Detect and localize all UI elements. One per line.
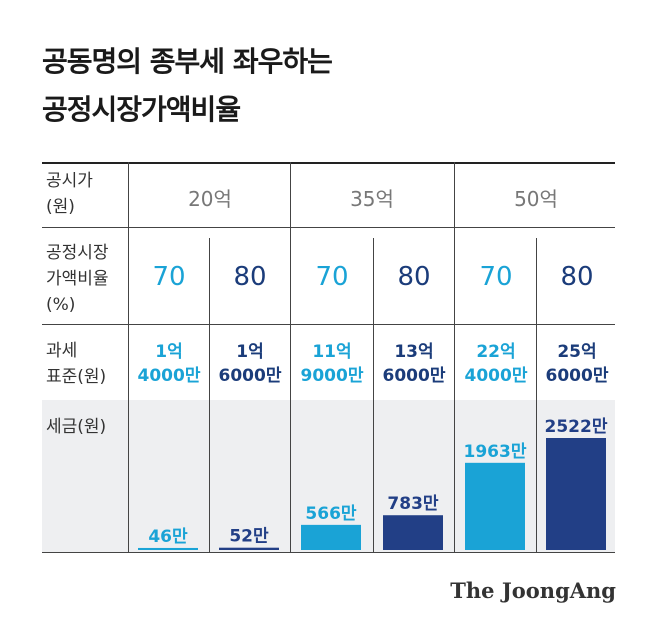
- bar-value-label: 566만: [305, 504, 356, 524]
- bar-35억 80%: [383, 515, 443, 550]
- publisher-logo: The JoongAng: [450, 578, 616, 603]
- bar-value-label: 46만: [148, 527, 188, 547]
- ratio-cell: 70: [479, 262, 513, 292]
- label-column-divider: [128, 162, 129, 552]
- base-cell: 11억 9000만: [300, 342, 364, 386]
- base-cell: 13억 6000만: [382, 342, 446, 386]
- ratio-cell: 70: [152, 262, 186, 292]
- bar-value-label: 1963만: [464, 442, 527, 462]
- table-bottom-rule: [42, 552, 615, 553]
- group-divider-2: [454, 162, 455, 552]
- sub-divider-2: [373, 238, 374, 552]
- bar-20억 70%: [138, 547, 198, 550]
- row-label-ratio: 공정시장 가액비율 (%): [46, 243, 109, 315]
- ratio-cell: 70: [315, 262, 349, 292]
- sub-divider-1: [209, 238, 210, 552]
- row-label-tax: 세금(원): [46, 417, 107, 437]
- ratio-cell: 80: [233, 262, 267, 292]
- chart-title-line1: 공동명의 종부세 좌우하는: [42, 45, 333, 78]
- ratio-cell: 80: [560, 262, 594, 292]
- table-rule-2: [42, 324, 615, 325]
- row-label-base: 과세 표준(원): [46, 341, 107, 387]
- base-cell: 22억 4000만: [464, 342, 528, 386]
- bar-value-label: 2522만: [545, 417, 608, 437]
- base-cell: 1억 4000만: [137, 342, 201, 386]
- bar-50억 70%: [465, 462, 525, 550]
- chart-title-line2: 공정시장가액비율: [42, 93, 241, 126]
- base-cell: 25억 6000만: [545, 342, 609, 386]
- bar-value-label: 52만: [229, 527, 269, 547]
- table-rule-1: [42, 227, 615, 228]
- base-cell: 1억 6000만: [218, 342, 282, 386]
- table-top-rule: [42, 162, 615, 164]
- bar-value-label: 783만: [387, 494, 438, 514]
- group-divider-1: [290, 162, 291, 552]
- row-label-price: 공시가 (원): [46, 171, 93, 217]
- bar-35억 70%: [301, 524, 361, 550]
- group-header: 20억: [188, 187, 232, 211]
- ratio-cell: 80: [397, 262, 431, 292]
- group-header: 50억: [514, 187, 558, 211]
- sub-divider-3: [536, 238, 537, 552]
- bar-20억 80%: [219, 547, 279, 550]
- group-header: 35억: [350, 187, 394, 211]
- bar-50억 80%: [546, 438, 606, 550]
